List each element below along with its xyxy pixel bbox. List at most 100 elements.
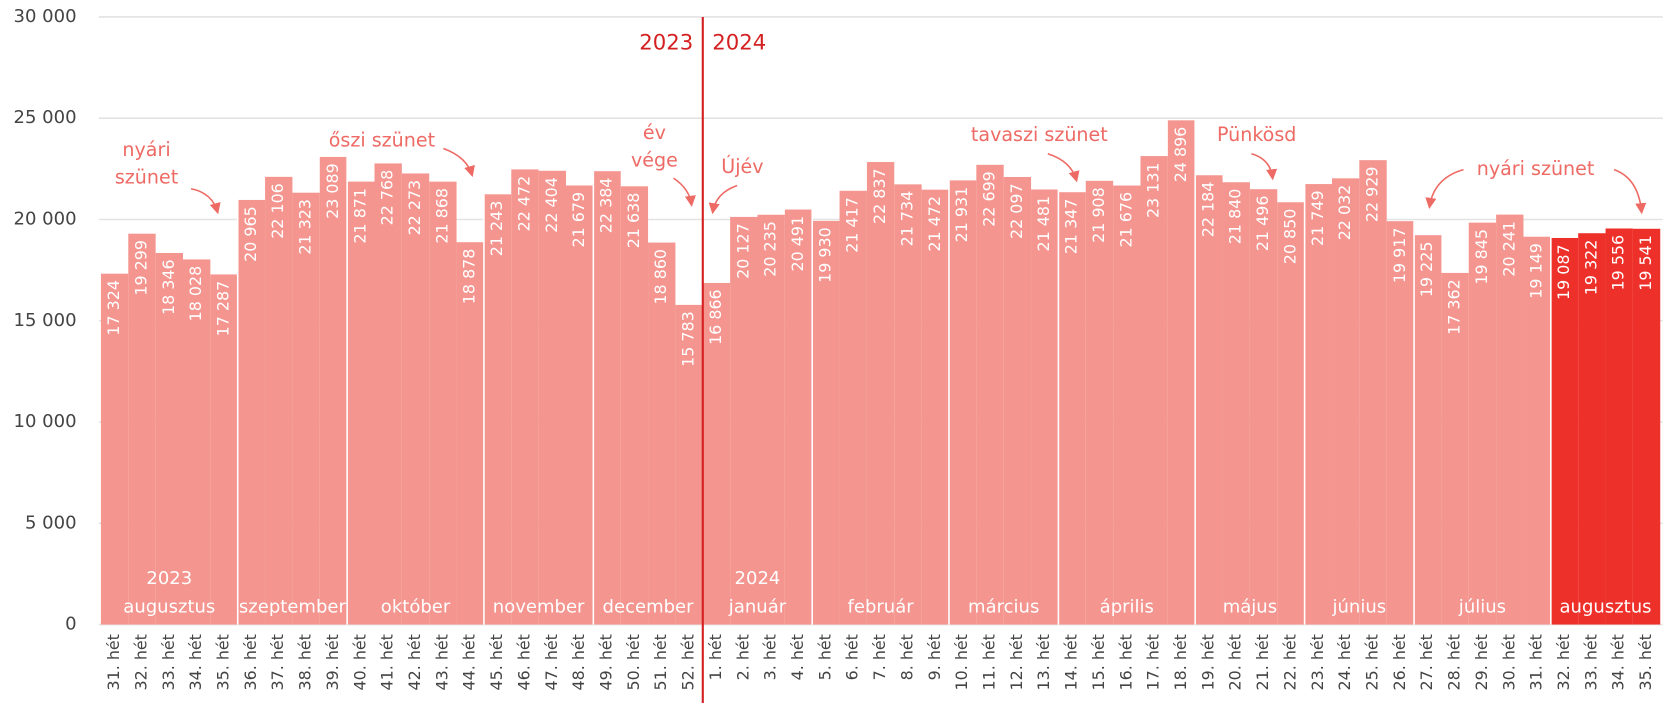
month-label: május	[1223, 597, 1277, 618]
value-label: 19 541	[1636, 235, 1655, 291]
bar	[866, 162, 895, 625]
value-label: 24 896	[1171, 127, 1190, 183]
bar	[1222, 182, 1250, 625]
value-label: 21 734	[897, 191, 916, 247]
x-tick-label: 33. hét	[159, 634, 178, 690]
bar	[1277, 202, 1305, 625]
x-tick-label: 47. hét	[542, 634, 561, 690]
value-label: 20 850	[1280, 209, 1299, 265]
value-label: 19 930	[815, 227, 834, 283]
annotation: nyári	[122, 139, 170, 161]
value-label: 19 299	[131, 240, 150, 296]
x-tick-label: 27. hét	[1417, 634, 1436, 690]
bar	[1414, 235, 1442, 625]
bar	[128, 233, 156, 625]
bar	[1468, 222, 1497, 625]
x-tick-label: 25. hét	[1363, 634, 1382, 690]
value-label: 21 243	[487, 201, 506, 257]
x-tick-label: 9. hét	[925, 634, 944, 680]
x-tick-label: 24. hét	[1335, 634, 1354, 690]
bar	[183, 259, 211, 625]
year-label: 2023	[146, 568, 192, 589]
month-label: december	[603, 597, 695, 618]
value-label: 19 087	[1554, 244, 1573, 300]
annotation: tavaszi szünet	[971, 124, 1108, 146]
x-tick-label: 30. hét	[1499, 634, 1518, 690]
value-label: 22 273	[405, 180, 424, 236]
y-tick-label: 10 000	[13, 411, 76, 432]
bar	[1249, 189, 1278, 625]
x-tick-label: 18. hét	[1171, 634, 1190, 690]
bar	[1031, 189, 1059, 625]
annotation-arrow	[443, 147, 475, 178]
bar	[894, 184, 922, 625]
x-tick-label: 51. hét	[651, 634, 670, 690]
bar	[292, 192, 320, 625]
x-tick-label: 32. hét	[1554, 634, 1573, 690]
value-label: 19 556	[1609, 235, 1628, 291]
value-label: 19 225	[1417, 242, 1436, 298]
value-label: 21 679	[569, 192, 588, 248]
y-tick-label: 5 000	[25, 512, 77, 533]
value-label: 17 287	[214, 281, 233, 337]
value-label: 21 417	[843, 197, 862, 253]
x-tick-label: 15. hét	[1089, 634, 1108, 690]
x-tick-label: 1. hét	[706, 634, 725, 680]
y-tick-label: 25 000	[13, 107, 76, 128]
value-label: 22 404	[542, 177, 561, 233]
x-tick-label: 17. hét	[1144, 634, 1163, 690]
value-label: 22 384	[597, 178, 616, 234]
value-label: 19 322	[1581, 240, 1600, 296]
y-tick-label: 30 000	[13, 6, 76, 27]
x-tick-label: 13. hét	[1034, 634, 1053, 690]
bar	[237, 199, 266, 625]
bar	[1304, 184, 1332, 625]
x-tick-label: 34. hét	[186, 634, 205, 690]
bar	[812, 220, 840, 625]
x-tick-label: 38. hét	[296, 634, 315, 690]
value-label: 23 089	[323, 163, 342, 219]
x-tick-label: 40. hét	[350, 634, 369, 690]
bar	[429, 181, 457, 625]
bar	[483, 194, 512, 625]
value-label: 21 481	[1034, 196, 1053, 252]
bar	[702, 282, 731, 625]
bar	[1550, 237, 1579, 625]
value-label: 22 032	[1335, 185, 1354, 241]
annotation: Pünkösd	[1217, 124, 1296, 146]
x-tick-label: 4. hét	[788, 634, 807, 680]
x-tick-label: 2. hét	[733, 634, 752, 680]
value-label: 22 768	[378, 170, 397, 226]
month-label: április	[1100, 597, 1154, 618]
bar	[265, 176, 293, 625]
month-label: június	[1332, 597, 1387, 618]
bar	[210, 274, 238, 625]
annotation: vége	[631, 150, 678, 172]
bar	[620, 186, 649, 625]
month-label: március	[968, 597, 1039, 618]
bar	[1331, 178, 1360, 625]
x-tick-label: 48. hét	[569, 634, 588, 690]
divider-left-year: 2023	[639, 29, 693, 54]
annotation: nyári szünet	[1477, 158, 1595, 180]
bar	[1441, 272, 1469, 625]
x-tick-label: 14. hét	[1062, 634, 1081, 690]
bar	[784, 209, 813, 625]
x-tick-label: 42. hét	[405, 634, 424, 690]
value-label: 15 783	[679, 311, 698, 367]
x-tick-label: 41. hét	[378, 634, 397, 690]
value-label: 22 699	[980, 171, 999, 227]
x-tick-label: 19. hét	[1198, 634, 1217, 690]
x-tick-label: 7. hét	[870, 634, 889, 680]
value-label: 18 028	[186, 266, 205, 322]
bar	[511, 169, 539, 625]
x-tick-label: 12. hét	[1007, 634, 1026, 690]
month-label: január	[728, 597, 787, 618]
bar	[538, 170, 566, 625]
value-label: 18 346	[159, 259, 178, 315]
value-label: 20 127	[733, 223, 752, 279]
value-label: 21 347	[1062, 199, 1081, 255]
x-tick-label: 29. hét	[1472, 634, 1491, 690]
bar	[730, 216, 758, 625]
value-label: 20 241	[1499, 221, 1518, 277]
